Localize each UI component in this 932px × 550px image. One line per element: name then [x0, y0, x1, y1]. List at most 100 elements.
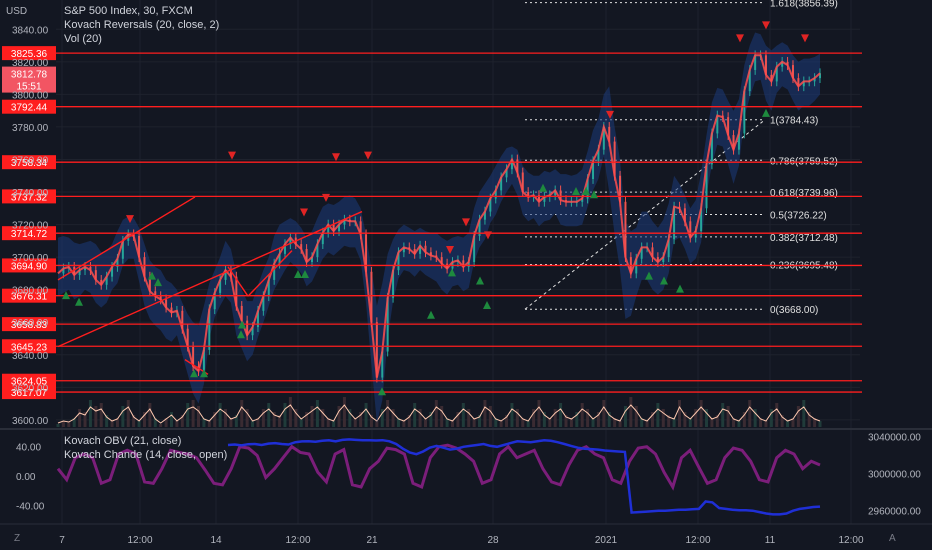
candle-body — [424, 245, 427, 253]
price-tick-label: 3620.00 — [12, 383, 49, 394]
volume-bar — [802, 400, 806, 427]
volume-bar — [272, 412, 276, 427]
time-axis[interactable]: 7 12:00 14 12:00 21 28 2021 12:00 11 12:00 — [59, 535, 864, 546]
time-tick-label: 12:00 — [127, 535, 152, 546]
volume-bar — [94, 406, 98, 427]
level-price-label: 3825.36 — [11, 49, 48, 60]
volume-bar — [472, 418, 476, 427]
volume-bar — [613, 418, 617, 427]
candle-body — [338, 224, 341, 232]
indicator-chande-label[interactable]: Kovach Chande (14, close, open) — [64, 449, 228, 461]
volume-bar — [153, 418, 157, 427]
candle-body — [775, 66, 778, 82]
volume-bar — [580, 403, 584, 427]
fib-level-label: 0.618(3739.96) — [770, 188, 838, 199]
fib-level-label: 0(3668.00) — [770, 305, 818, 316]
candle-body — [683, 208, 686, 222]
candle-body — [462, 260, 465, 267]
candle-body — [359, 221, 362, 235]
volume-bar — [515, 409, 519, 427]
volume-bar — [548, 418, 552, 427]
volume-bar — [132, 415, 136, 427]
candle-body — [640, 247, 643, 259]
volume-bar — [759, 418, 763, 427]
candle-body — [651, 247, 654, 258]
buy-signal-marker — [427, 310, 435, 319]
candle-body — [559, 190, 562, 201]
candle-body — [397, 252, 400, 271]
candle-body — [143, 257, 146, 277]
volume-bar — [434, 400, 438, 427]
candle-body — [321, 232, 324, 245]
kovach-reversal-line — [57, 54, 821, 378]
obv-tick-label: 3000000.00 — [868, 470, 921, 481]
candle-body — [229, 270, 232, 277]
obv-line — [227, 438, 821, 516]
volume-bar — [197, 406, 201, 427]
time-tick-label: 11 — [765, 535, 776, 546]
volume-bar — [769, 409, 773, 427]
volume-bar — [645, 421, 649, 427]
trend-line — [247, 250, 293, 297]
candle-body — [440, 257, 443, 264]
candle-body — [316, 244, 319, 258]
current-price-label: 3812.78 — [11, 70, 48, 81]
volume-bar — [623, 406, 627, 427]
time-tick-label: 28 — [487, 535, 499, 546]
volume-bar — [483, 400, 487, 427]
candle-body — [608, 126, 611, 142]
buy-signal-marker — [660, 276, 668, 285]
price-tick-label: 3600.00 — [12, 416, 49, 427]
symbol-title[interactable]: S&P 500 Index, 30, FXCM — [64, 5, 193, 17]
timezone-icon[interactable]: Z — [14, 533, 21, 544]
level-price-tag — [2, 46, 56, 61]
volume-bar — [267, 403, 271, 427]
indicator-obv-label[interactable]: Kovach OBV (21, close) — [64, 435, 182, 447]
volume-bar — [542, 412, 546, 427]
candle-body — [111, 266, 114, 277]
volume-bar — [386, 400, 390, 427]
level-price-label: 3737.32 — [11, 192, 48, 203]
candle-body — [413, 248, 416, 254]
candle-body — [73, 266, 76, 276]
obv-tick-label: 2960000.00 — [868, 507, 921, 518]
price-axis[interactable]: 3600.00 3620.00 3640.00 3660.00 3680.00 3700.… — [12, 25, 49, 427]
candle-body — [283, 244, 286, 254]
sub-legend: Kovach OBV (21, close) Kovach Chande (14… — [64, 434, 227, 462]
buy-signal-marker — [572, 187, 580, 196]
candle-body — [94, 270, 97, 280]
candle-body — [224, 270, 227, 280]
candle-body — [710, 133, 713, 165]
volume-bar — [402, 421, 406, 427]
volume-bar — [742, 412, 746, 427]
candle-body — [273, 263, 276, 280]
price-tick-label: 3700.00 — [12, 253, 49, 264]
candle-body — [240, 305, 243, 321]
volume-bar — [775, 403, 779, 427]
candle-body — [673, 206, 676, 240]
price-tick-label: 3800.00 — [12, 90, 49, 101]
level-price-label: 3758.34 — [11, 158, 48, 169]
volume-bar — [256, 418, 260, 427]
indicator-volume-label[interactable]: Vol (20) — [64, 33, 102, 45]
candle-body — [100, 279, 103, 285]
volume-bar — [413, 403, 417, 427]
volume-bar — [661, 409, 665, 427]
candle-body — [262, 296, 265, 311]
candle-body — [256, 310, 259, 328]
candle-body — [78, 270, 81, 276]
volume-bar — [688, 418, 692, 427]
auto-scale-icon[interactable]: A — [889, 533, 896, 544]
price-tick-label: 3780.00 — [12, 123, 49, 134]
currency-label: USD — [6, 6, 28, 17]
candle-body — [213, 292, 216, 310]
volume-bar — [705, 409, 709, 427]
candle-body — [365, 234, 368, 272]
buy-signal-marker — [645, 271, 653, 280]
candle-body — [419, 245, 422, 254]
level-price-tag — [2, 288, 56, 303]
indicator-reversals-label[interactable]: Kovach Reversals (20, close, 2) — [64, 19, 220, 31]
volume-bar — [218, 403, 222, 427]
candle-body — [505, 169, 508, 178]
